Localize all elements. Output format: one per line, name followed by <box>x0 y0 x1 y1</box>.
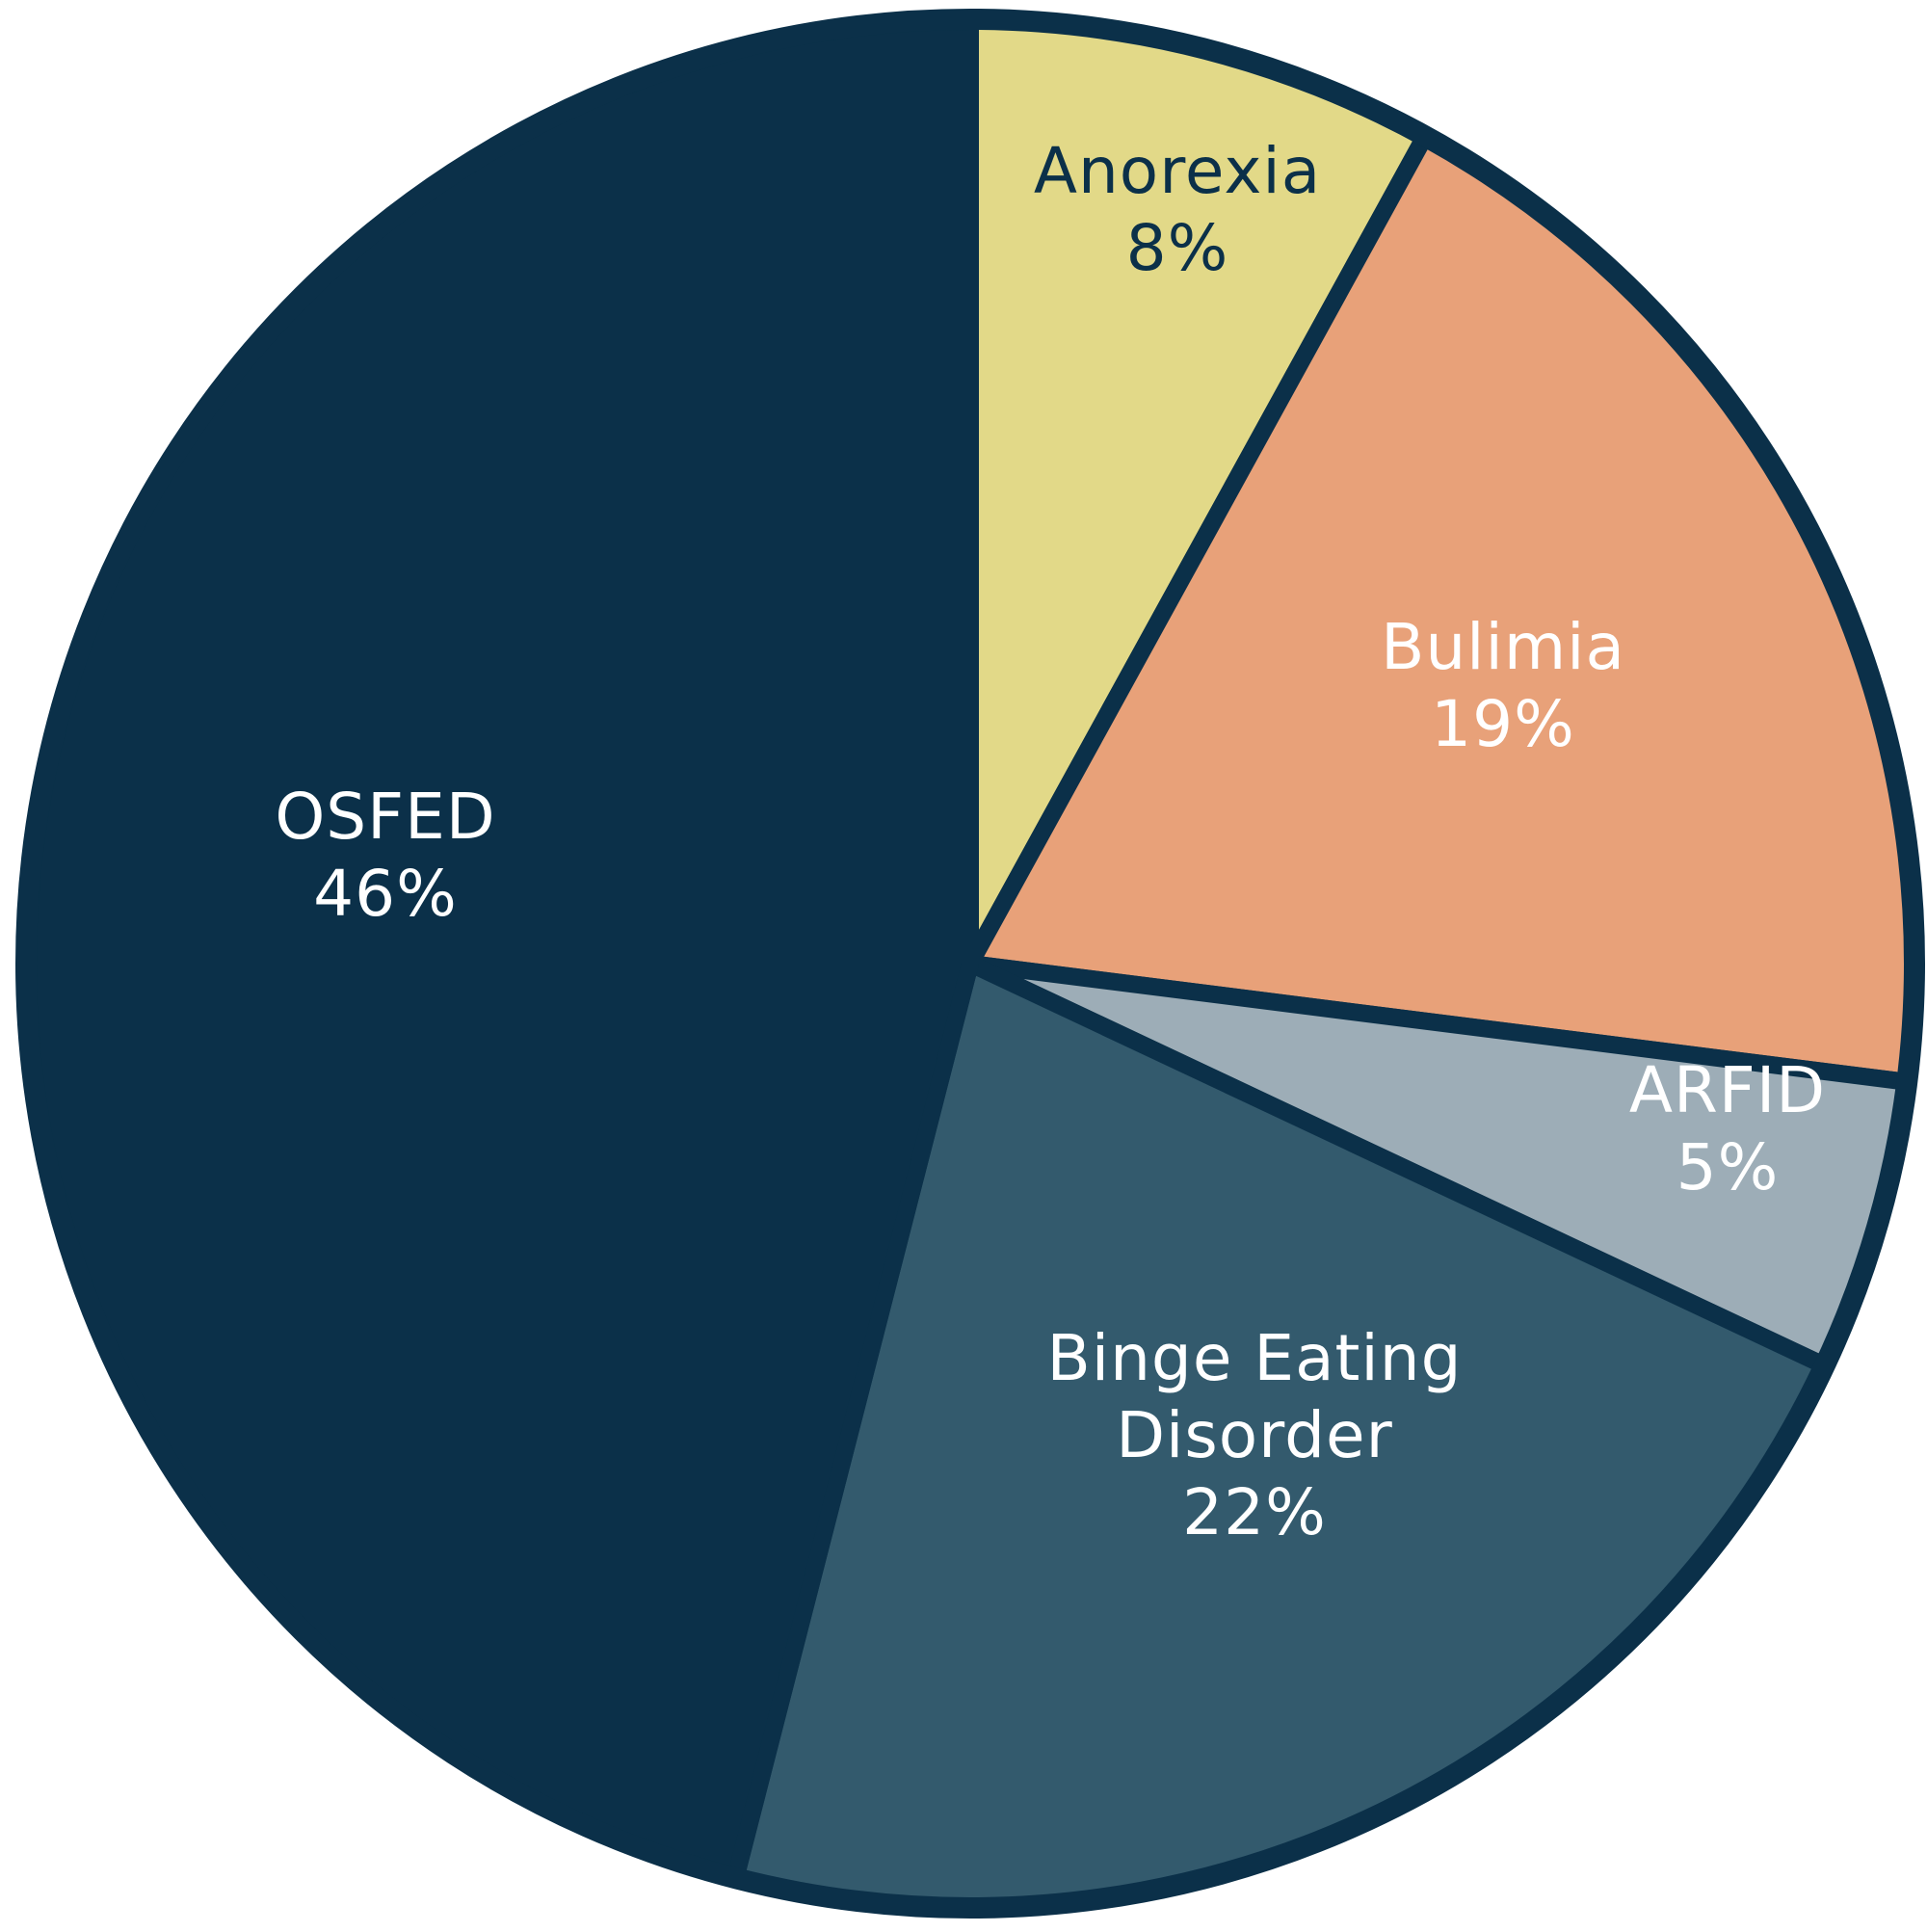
slice-name-label: ARFID <box>1629 1053 1826 1127</box>
slice-name-label: Disorder <box>1116 1398 1393 1472</box>
slice-percent-label: 19% <box>1431 687 1575 761</box>
labels-layer: Anorexia 8% Bulimia 19% ARFID 5% Binge Eating D… <box>275 134 1826 1549</box>
pie-outline <box>15 9 1925 1919</box>
slice-label-1: Bulimia 19% <box>1381 610 1625 761</box>
slice-percent-label: 5% <box>1676 1130 1780 1204</box>
slice-percent-label: 8% <box>1126 211 1229 285</box>
slices-layer <box>15 9 1925 1919</box>
slice-name-label: Bulimia <box>1381 610 1625 684</box>
slice-percent-label: 22% <box>1182 1475 1327 1549</box>
slice-percent-label: 46% <box>313 857 458 931</box>
slice-name-label: Anorexia <box>1034 134 1321 208</box>
slice-label-3: Binge Eating Disorder 22% <box>1046 1321 1462 1549</box>
slice-label-4: OSFED 46% <box>275 780 495 931</box>
slice-label-2: ARFID 5% <box>1629 1053 1826 1204</box>
slice-name-label: Binge Eating <box>1046 1321 1462 1395</box>
slice-label-0: Anorexia 8% <box>1034 134 1321 285</box>
slice-name-label: OSFED <box>275 780 495 854</box>
